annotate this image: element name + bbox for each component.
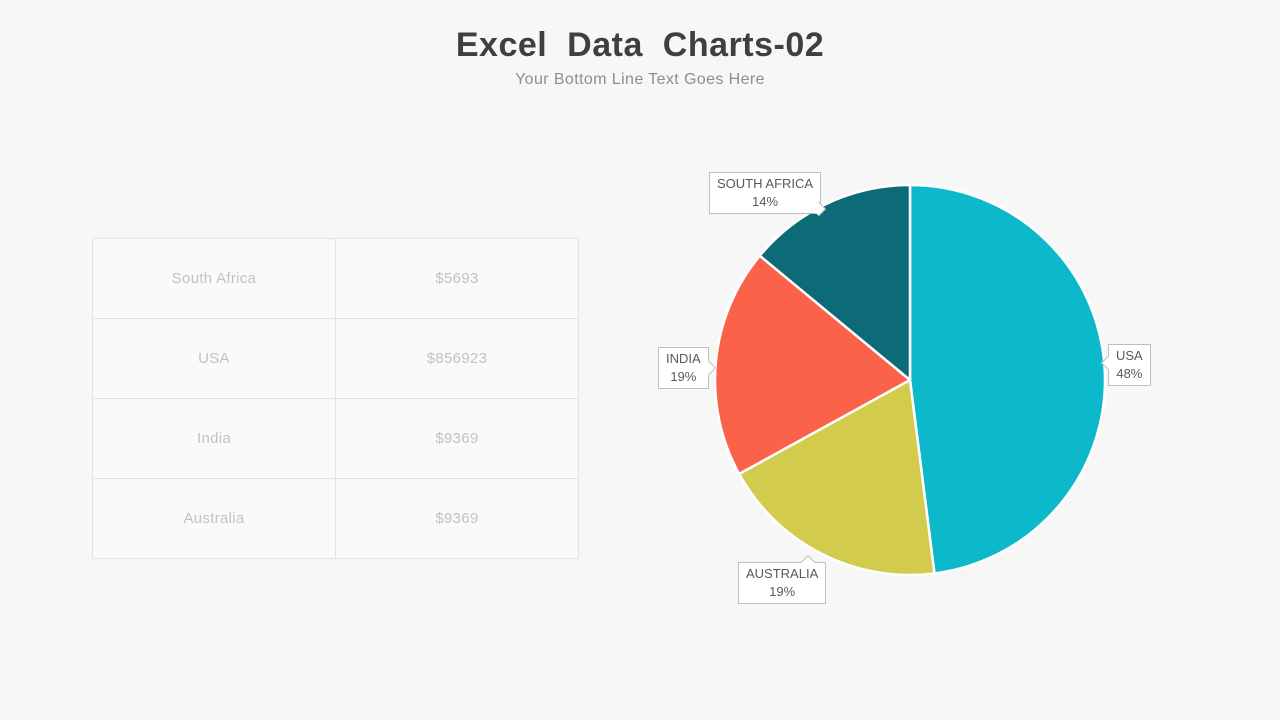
callout-label: AUSTRALIA bbox=[746, 566, 819, 581]
table-cell-country: USA bbox=[92, 318, 336, 399]
pie-chart bbox=[713, 183, 1107, 577]
callout-percent: 14% bbox=[752, 194, 779, 209]
callout-usa: USA 48% bbox=[1100, 344, 1151, 386]
table-cell-value: $9369 bbox=[335, 398, 579, 479]
callout-australia: AUSTRALIA 19% bbox=[738, 554, 827, 604]
table-cell-value: $5693 bbox=[335, 238, 579, 319]
pie-slice-usa bbox=[908, 183, 1107, 575]
callout-label: SOUTH AFRICA bbox=[717, 176, 814, 191]
callout-percent: 19% bbox=[670, 369, 697, 384]
callout-india: INDIA 19% bbox=[658, 347, 716, 389]
slide-header: Excel Data Charts-02 Your Bottom Line Te… bbox=[0, 26, 1280, 89]
table-cell-value: $9369 bbox=[335, 478, 579, 559]
callout-percent: 19% bbox=[769, 584, 796, 599]
callout-label: USA bbox=[1116, 348, 1143, 363]
pie-chart-area bbox=[705, 175, 1115, 585]
data-table: South Africa $5693 USA $856923 India $93… bbox=[92, 238, 579, 559]
callout-south-africa: SOUTH AFRICA 14% bbox=[709, 172, 827, 217]
table-row: Australia $9369 bbox=[92, 478, 579, 559]
table-cell-value: $856923 bbox=[335, 318, 579, 399]
callout-percent: 48% bbox=[1116, 366, 1143, 381]
table-cell-country: Australia bbox=[92, 478, 336, 559]
callout-label: INDIA bbox=[666, 351, 701, 366]
page-title: Excel Data Charts-02 bbox=[455, 26, 825, 64]
page-subtitle: Your Bottom Line Text Goes Here bbox=[515, 71, 765, 88]
table-row: South Africa $5693 bbox=[92, 238, 579, 319]
pie-slice-south-africa bbox=[758, 183, 912, 382]
table-row: India $9369 bbox=[92, 398, 579, 479]
pie-slice-india bbox=[713, 254, 912, 476]
table-row: USA $856923 bbox=[92, 318, 579, 399]
table-cell-country: South Africa bbox=[92, 238, 336, 319]
pie-slice-australia bbox=[737, 378, 936, 577]
table-cell-country: India bbox=[92, 398, 336, 479]
